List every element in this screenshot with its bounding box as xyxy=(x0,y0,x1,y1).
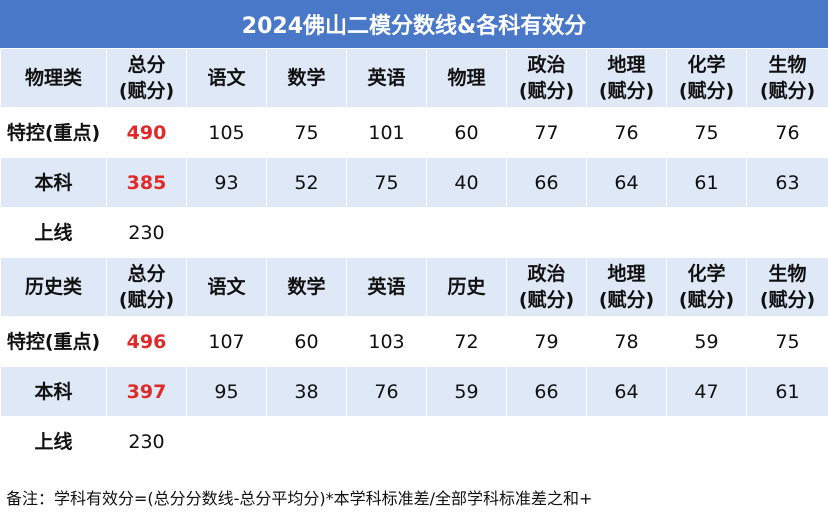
header-cell: 总分 (赋分) xyxy=(106,48,187,108)
score-cell: 105 xyxy=(186,107,267,158)
header-cell: 政治 (赋分) xyxy=(506,48,587,108)
score-cell xyxy=(346,416,427,467)
score-cell xyxy=(186,416,267,467)
score-cell: 75 xyxy=(746,316,828,367)
score-cell xyxy=(666,416,747,467)
score-cell xyxy=(666,207,747,258)
header-cell: 数学 xyxy=(266,48,347,108)
score-cell xyxy=(346,207,427,258)
score-table: 物理类 总分 (赋分) 语文 数学 英语 物理 政治 (赋分) 地理 (赋分) 化学 (赋分) 生物 (赋分… xyxy=(0,48,828,467)
score-cell: 103 xyxy=(346,316,427,367)
score-cell: 64 xyxy=(586,157,667,208)
score-cell xyxy=(266,207,347,258)
score-cell: 79 xyxy=(506,316,587,367)
score-cell: 60 xyxy=(266,316,347,367)
score-cell: 75 xyxy=(266,107,347,158)
header-cell: 化学 (赋分) xyxy=(666,257,747,317)
score-cell: 76 xyxy=(586,107,667,158)
score-cell: 61 xyxy=(746,366,828,417)
score-cell: 60 xyxy=(426,107,507,158)
page-title: 2024佛山二模分数线&各科有效分 xyxy=(0,0,828,48)
score-cell xyxy=(506,207,587,258)
score-cell xyxy=(426,416,507,467)
row-label: 特控(重点) xyxy=(0,107,107,158)
score-cell: 59 xyxy=(666,316,747,367)
row-label: 上线 xyxy=(0,416,107,467)
total-score: 385 xyxy=(106,157,187,208)
header-cell: 历史 xyxy=(426,257,507,317)
score-cell xyxy=(506,416,587,467)
row-label: 本科 xyxy=(0,366,107,417)
header-cell: 语文 xyxy=(186,257,267,317)
score-cell xyxy=(746,207,828,258)
score-cell: 63 xyxy=(746,157,828,208)
total-score: 496 xyxy=(106,316,187,367)
row-label: 本科 xyxy=(0,157,107,208)
table-row: 上线 230 xyxy=(0,207,828,258)
table-row: 本科 385 93 52 75 40 66 64 61 63 xyxy=(0,157,828,208)
header-cell: 英语 xyxy=(346,257,427,317)
score-cell: 95 xyxy=(186,366,267,417)
score-cell xyxy=(746,416,828,467)
row-label: 上线 xyxy=(0,207,107,258)
table-row: 特控(重点) 490 105 75 101 60 77 76 75 76 xyxy=(0,107,828,158)
score-cell: 93 xyxy=(186,157,267,208)
table-row: 本科 397 95 38 76 59 66 64 47 61 xyxy=(0,366,828,417)
header-cell: 化学 (赋分) xyxy=(666,48,747,108)
score-cell: 47 xyxy=(666,366,747,417)
physics-header-row: 物理类 总分 (赋分) 语文 数学 英语 物理 政治 (赋分) 地理 (赋分) 化学 (赋分) 生物 (赋分… xyxy=(0,48,828,108)
score-cell: 52 xyxy=(266,157,347,208)
header-cell: 英语 xyxy=(346,48,427,108)
score-cell: 38 xyxy=(266,366,347,417)
score-cell: 78 xyxy=(586,316,667,367)
header-cell: 历史类 xyxy=(0,257,107,317)
score-cell: 107 xyxy=(186,316,267,367)
score-cell: 40 xyxy=(426,157,507,208)
header-cell: 数学 xyxy=(266,257,347,317)
history-header-row: 历史类 总分 (赋分) 语文 数学 英语 历史 政治 (赋分) 地理 (赋分) 化学 (赋分) 生物 (赋分… xyxy=(0,257,828,317)
header-cell: 地理 (赋分) xyxy=(586,257,667,317)
footnote: 备注：学科有效分=(总分分数线-总分平均分)*本学科标准差/全部学科标准差之和+ xyxy=(0,476,828,517)
header-cell: 物理 xyxy=(426,48,507,108)
table-row: 上线 230 xyxy=(0,416,828,467)
total-score: 230 xyxy=(106,207,187,258)
score-cell: 59 xyxy=(426,366,507,417)
total-score: 230 xyxy=(106,416,187,467)
header-cell: 生物 (赋分) xyxy=(746,48,828,108)
score-cell xyxy=(586,416,667,467)
score-cell xyxy=(186,207,267,258)
score-cell xyxy=(266,416,347,467)
total-score: 397 xyxy=(106,366,187,417)
score-cell: 66 xyxy=(506,157,587,208)
header-cell: 生物 (赋分) xyxy=(746,257,828,317)
header-cell: 地理 (赋分) xyxy=(586,48,667,108)
score-cell: 66 xyxy=(506,366,587,417)
score-cell: 76 xyxy=(346,366,427,417)
row-label: 特控(重点) xyxy=(0,316,107,367)
score-cell: 75 xyxy=(666,107,747,158)
score-cell xyxy=(586,207,667,258)
score-cell: 76 xyxy=(746,107,828,158)
header-cell: 总分 (赋分) xyxy=(106,257,187,317)
header-cell: 语文 xyxy=(186,48,267,108)
score-cell: 101 xyxy=(346,107,427,158)
score-cell: 64 xyxy=(586,366,667,417)
header-cell: 物理类 xyxy=(0,48,107,108)
score-cell: 61 xyxy=(666,157,747,208)
score-cell xyxy=(426,207,507,258)
score-cell: 75 xyxy=(346,157,427,208)
header-cell: 政治 (赋分) xyxy=(506,257,587,317)
score-cell: 72 xyxy=(426,316,507,367)
score-cell: 77 xyxy=(506,107,587,158)
table-row: 特控(重点) 496 107 60 103 72 79 78 59 75 xyxy=(0,316,828,367)
total-score: 490 xyxy=(106,107,187,158)
